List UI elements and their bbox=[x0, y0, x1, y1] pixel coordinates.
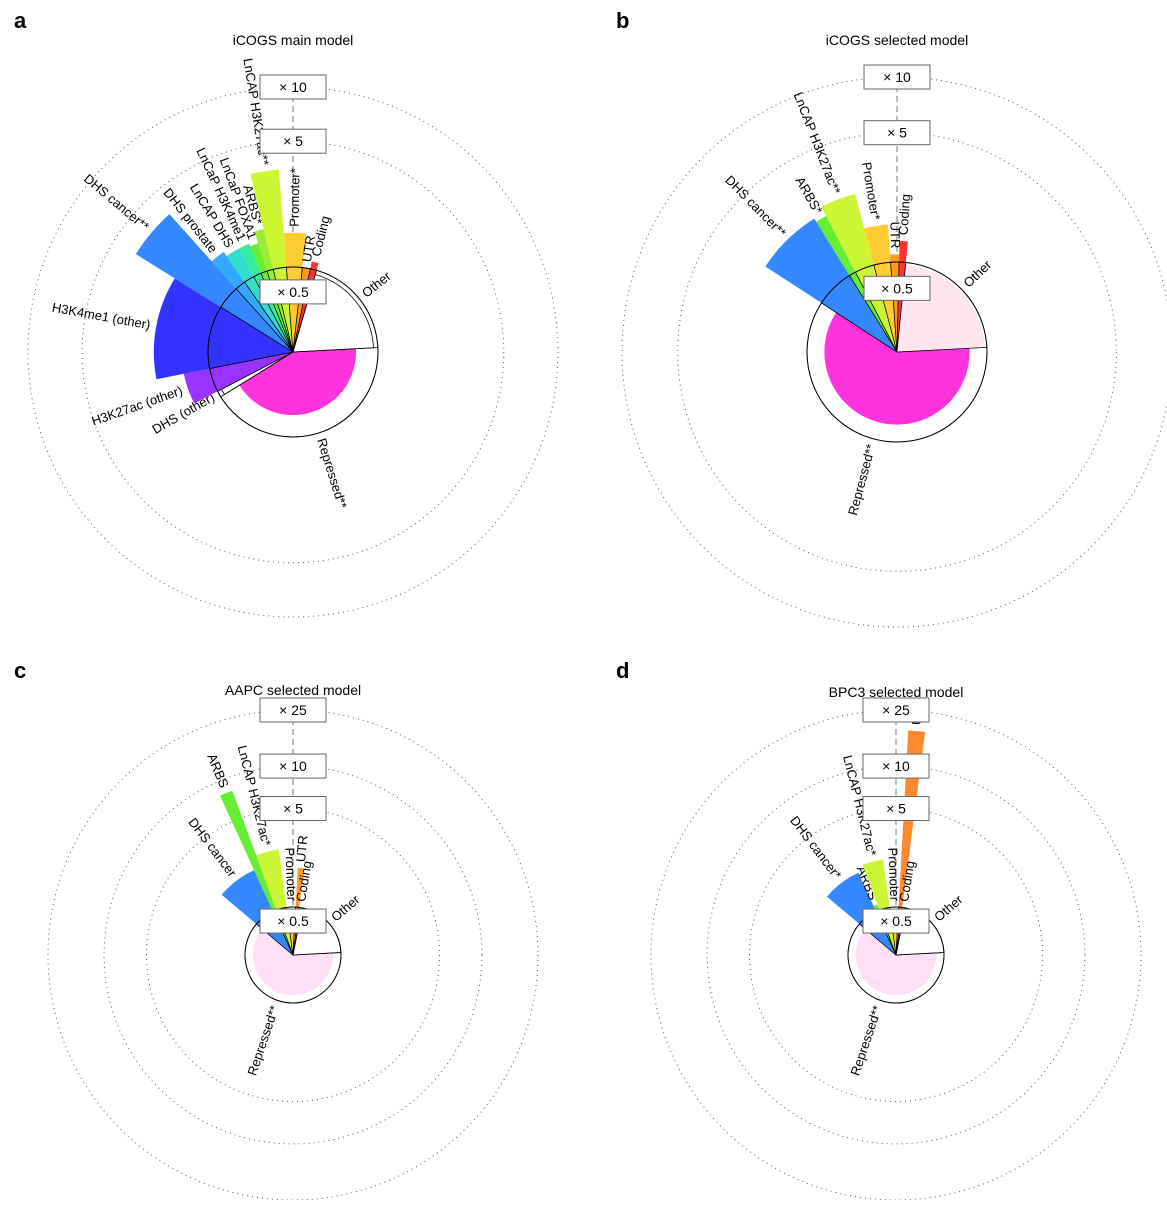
category-label: Other bbox=[931, 891, 966, 924]
wedge-repressed- bbox=[252, 929, 334, 996]
wedge-repressed- bbox=[855, 929, 937, 996]
scale-ring bbox=[103, 765, 483, 1145]
category-label: ARBS* bbox=[793, 174, 826, 217]
wedge-h3k27ac-other- bbox=[183, 352, 293, 404]
chart-title: BPC3 selected model bbox=[829, 684, 964, 700]
wedge-dhs-cancer- bbox=[765, 218, 897, 352]
category-label: UTR bbox=[293, 835, 310, 863]
scale-box bbox=[259, 697, 327, 723]
reference-circle bbox=[806, 261, 988, 443]
scale-box bbox=[862, 908, 930, 934]
scale-box bbox=[862, 796, 930, 821]
panel-letter: c bbox=[14, 658, 26, 683]
scale-ring bbox=[706, 765, 1086, 1145]
category-label: Other bbox=[328, 891, 363, 924]
scale-label: × 0.5 bbox=[880, 913, 912, 929]
chart-title: AAPC selected model bbox=[225, 682, 361, 698]
category-label: UTR bbox=[299, 234, 318, 263]
scale-box bbox=[259, 908, 327, 934]
wedge-repressed- bbox=[239, 348, 357, 416]
category-label: DHS cancer** bbox=[81, 171, 152, 234]
wedge-dhs-cancer- bbox=[826, 872, 896, 955]
wedge-arbs- bbox=[816, 215, 897, 352]
panel-letter: b bbox=[616, 8, 629, 33]
scale-box bbox=[259, 279, 327, 305]
category-label: Promoter bbox=[282, 847, 299, 902]
scale-label: × 5 bbox=[886, 801, 906, 817]
category-label: Repressed** bbox=[847, 1003, 885, 1077]
scale-label: × 10 bbox=[279, 758, 307, 774]
chart-title: iCOGS selected model bbox=[826, 32, 968, 48]
category-label: Other bbox=[359, 268, 394, 300]
category-label: Repressed** bbox=[314, 436, 350, 510]
scale-label: × 5 bbox=[283, 801, 303, 817]
scale-label: × 0.5 bbox=[277, 913, 309, 929]
scale-ring bbox=[650, 709, 1142, 1201]
scale-box bbox=[862, 697, 930, 723]
scale-box bbox=[259, 74, 327, 100]
wedge-lncap-h3k27ac- bbox=[821, 193, 897, 352]
category-label: UTR bbox=[887, 221, 903, 248]
reference-circle bbox=[847, 906, 945, 1004]
scale-box bbox=[259, 753, 327, 779]
wedge-repressed- bbox=[824, 312, 970, 425]
scale-label: × 0.5 bbox=[277, 284, 309, 300]
scale-box bbox=[259, 796, 327, 821]
wedge-h3k4me1-other- bbox=[153, 278, 293, 380]
category-label: Coding bbox=[896, 860, 917, 903]
panel-letter: a bbox=[14, 8, 27, 33]
wedge-dhs-cancer bbox=[221, 870, 293, 955]
scale-ring bbox=[47, 709, 539, 1201]
category-label: Promoter* bbox=[287, 168, 303, 227]
scale-label: × 5 bbox=[887, 125, 907, 141]
scale-label: × 25 bbox=[279, 702, 307, 718]
scale-label: × 10 bbox=[883, 69, 911, 85]
wedge-dhs-cancer- bbox=[135, 214, 293, 352]
category-label: Coding bbox=[896, 193, 913, 235]
wedge-dhs-prostate bbox=[211, 251, 293, 352]
scale-label: × 10 bbox=[279, 79, 307, 95]
scale-label: × 10 bbox=[882, 758, 910, 774]
category-label: Repressed** bbox=[244, 1003, 282, 1077]
reference-circle bbox=[207, 266, 379, 438]
reference-circle bbox=[244, 906, 342, 1004]
scale-ring bbox=[27, 86, 559, 618]
scale-label: × 25 bbox=[882, 702, 910, 718]
wedge-utr bbox=[896, 730, 926, 955]
scale-label: × 0.5 bbox=[881, 280, 913, 296]
scale-box bbox=[862, 753, 930, 779]
category-label: Repressed** bbox=[845, 443, 878, 517]
scale-label: × 5 bbox=[283, 133, 303, 149]
category-label: Coding bbox=[293, 860, 314, 903]
chart-title: iCOGS main model bbox=[233, 32, 354, 48]
panel-b: b iCOGS selected model Repressed** DHS canc… bbox=[616, 8, 1167, 628]
scale-ring bbox=[677, 132, 1117, 572]
scale-ring bbox=[81, 140, 505, 564]
scale-box bbox=[863, 120, 931, 146]
scale-box bbox=[863, 275, 931, 301]
category-label: ARBS bbox=[204, 751, 232, 790]
panel-letter: d bbox=[616, 658, 629, 683]
category-label: Promoter* bbox=[859, 161, 883, 221]
category-label: Promoter bbox=[885, 847, 902, 902]
category-label: H3K4me1 (other) bbox=[51, 300, 152, 333]
scale-box bbox=[259, 128, 327, 154]
category-label: Other bbox=[961, 257, 995, 291]
category-label: DHS cancer** bbox=[722, 172, 789, 240]
category-label: Coding bbox=[308, 214, 332, 258]
scale-box bbox=[863, 64, 931, 90]
